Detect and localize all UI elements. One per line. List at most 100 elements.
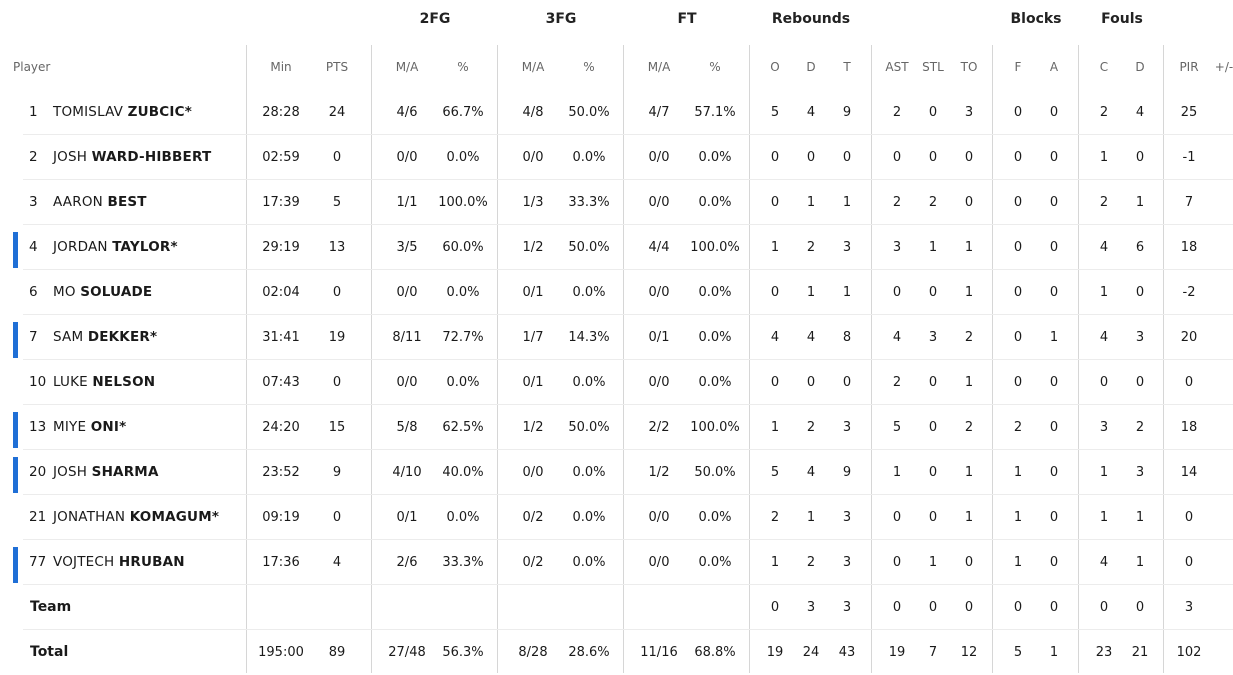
cell-fg2-pct: 56.3% (442, 645, 484, 660)
player-row[interactable]: 4 JORDAN TAYLOR* 29:19 13 3/5 60.0% 1/2 50.0% 4/… (13, 225, 1233, 270)
player-name[interactable]: JONATHAN KOMAGUM* (53, 495, 219, 540)
column-header-reb-o[interactable]: O (770, 60, 780, 74)
cell-ft-pct: 0.0% (698, 195, 732, 210)
column-header-pm[interactable]: +/- (1214, 60, 1233, 74)
cell-pir: 14 (1180, 465, 1198, 480)
column-header-fg3-ma[interactable]: M/A (521, 60, 545, 74)
cell-reb-d: 2 (806, 240, 816, 255)
cell-fg3-pct: 0.0% (572, 555, 606, 570)
cell-pts: 0 (332, 375, 342, 390)
column-header-foul-d[interactable]: D (1135, 60, 1145, 74)
column-header-pir[interactable]: PIR (1179, 60, 1199, 74)
cell-reb-o: 0 (770, 600, 780, 615)
cell-fg3-pct: 50.0% (568, 420, 610, 435)
cell-fg2-pct: 0.0% (446, 510, 480, 525)
cell-min: 17:36 (262, 555, 300, 570)
team-label: Team (30, 599, 72, 615)
cell-foul-d: 3 (1135, 465, 1145, 480)
player-number: 10 (29, 374, 47, 390)
row-divider (23, 269, 1233, 270)
cell-stl: 0 (928, 105, 938, 120)
cell-reb-d: 4 (806, 330, 816, 345)
cell-fg2-pct: 60.0% (442, 240, 484, 255)
cell-ft-pct: 0.0% (698, 510, 732, 525)
player-row[interactable]: 10 LUKE NELSON 07:43 0 0/0 0.0% 0/1 0.0% 0/0 0.0%… (13, 360, 1233, 405)
row-divider (23, 314, 1233, 315)
cell-ft-ma: 0/1 (648, 330, 670, 345)
group-header-blk: Blocks (1010, 11, 1062, 27)
player-first-name: JONATHAN (53, 509, 126, 525)
cell-reb-o: 5 (770, 105, 780, 120)
starter-marker (13, 232, 18, 268)
column-header-player[interactable]: Player (13, 60, 51, 74)
row-divider (23, 404, 1233, 405)
cell-reb-o: 1 (770, 240, 780, 255)
column-header-foul-c[interactable]: C (1099, 60, 1109, 74)
column-header-stl[interactable]: STL (922, 60, 944, 74)
row-divider (23, 494, 1233, 495)
player-name[interactable]: MO SOLUADE (53, 270, 152, 315)
player-number: 6 (29, 284, 38, 300)
player-row[interactable]: 6 MO SOLUADE 02:04 0 0/0 0.0% 0/1 0.0% 0/0 0.0% 0 1… (13, 270, 1233, 315)
column-header-fg2-ma[interactable]: M/A (395, 60, 419, 74)
cell-to: 0 (964, 150, 974, 165)
cell-ast: 2 (892, 375, 902, 390)
cell-pir: 0 (1184, 510, 1194, 525)
cell-foul-c: 1 (1099, 285, 1109, 300)
column-header-ft-ma[interactable]: M/A (647, 60, 671, 74)
player-row[interactable]: 20 JOSH SHARMA 23:52 9 4/10 40.0% 0/0 0.0% 1/2 50… (13, 450, 1233, 495)
player-name[interactable]: LUKE NELSON (53, 360, 155, 405)
cell-reb-d: 4 (806, 465, 816, 480)
cell-foul-d: 0 (1135, 375, 1145, 390)
player-name[interactable]: SAM DEKKER* (53, 315, 157, 360)
player-name[interactable]: VOJTECH HRUBAN (53, 540, 185, 585)
player-row[interactable]: 21 JONATHAN KOMAGUM* 09:19 0 0/1 0.0% 0/2 0.0% 0… (13, 495, 1233, 540)
player-row[interactable]: 3 AARON BEST 17:39 5 1/1 100.0% 1/3 33.3% 0/0 0.0… (13, 180, 1233, 225)
column-header-fg3-pct[interactable]: % (583, 60, 595, 74)
cell-foul-c: 0 (1099, 600, 1109, 615)
player-row[interactable]: 2 JOSH WARD-HIBBERT 02:59 0 0/0 0.0% 0/0 0.0% 0/… (13, 135, 1233, 180)
player-name[interactable]: MIYE ONI* (53, 405, 126, 450)
player-name[interactable]: JOSH WARD-HIBBERT (53, 135, 211, 180)
cell-fg3-pct: 50.0% (568, 240, 610, 255)
cell-to: 0 (964, 195, 974, 210)
cell-reb-o: 19 (766, 645, 784, 660)
cell-ft-pct: 100.0% (690, 240, 740, 255)
column-header-min[interactable]: Min (270, 60, 292, 74)
column-header-fg2-pct[interactable]: % (457, 60, 469, 74)
player-name[interactable]: AARON BEST (53, 180, 147, 225)
cell-blk-a: 0 (1049, 375, 1059, 390)
cell-fg2-ma: 5/8 (396, 420, 418, 435)
column-header-reb-t[interactable]: T (843, 60, 851, 74)
cell-foul-d: 6 (1135, 240, 1145, 255)
column-header-blk-f[interactable]: F (1014, 60, 1022, 74)
player-row[interactable]: 1 TOMISLAV ZUBCIC* 28:28 24 4/6 66.7% 4/8 50.0%… (13, 90, 1233, 135)
column-header-to[interactable]: TO (960, 60, 978, 74)
cell-ft-pct: 68.8% (694, 645, 736, 660)
player-name[interactable]: TOMISLAV ZUBCIC* (53, 90, 192, 135)
cell-blk-f: 0 (1013, 240, 1023, 255)
starter-marker (13, 322, 18, 358)
column-header-ast[interactable]: AST (885, 60, 909, 74)
player-name[interactable]: JORDAN TAYLOR* (53, 225, 178, 270)
cell-ft-ma: 0/0 (648, 150, 670, 165)
cell-foul-d: 3 (1135, 330, 1145, 345)
cell-pir: 20 (1180, 330, 1198, 345)
cell-reb-d: 2 (806, 420, 816, 435)
column-header-pts[interactable]: PTS (325, 60, 349, 74)
player-last-name: NELSON (92, 374, 156, 390)
column-header-blk-a[interactable]: A (1049, 60, 1059, 74)
player-row[interactable]: 13 MIYE ONI* 24:20 15 5/8 62.5% 1/2 50.0% 2/2 100… (13, 405, 1233, 450)
cell-reb-o: 1 (770, 555, 780, 570)
player-row[interactable]: 77 VOJTECH HRUBAN 17:36 4 2/6 33.3% 0/2 0.0% 0/0… (13, 540, 1233, 585)
cell-to: 1 (964, 510, 974, 525)
cell-foul-c: 4 (1099, 555, 1109, 570)
column-header-ft-pct[interactable]: % (709, 60, 721, 74)
column-header-reb-d[interactable]: D (806, 60, 816, 74)
cell-blk-f: 1 (1013, 510, 1023, 525)
cell-pts: 0 (332, 150, 342, 165)
cell-reb-d: 0 (806, 150, 816, 165)
player-row[interactable]: 7 SAM DEKKER* 31:41 19 8/11 72.7% 1/7 14.3% 0/1 0… (13, 315, 1233, 360)
cell-stl: 0 (928, 600, 938, 615)
player-name[interactable]: JOSH SHARMA (53, 450, 159, 495)
